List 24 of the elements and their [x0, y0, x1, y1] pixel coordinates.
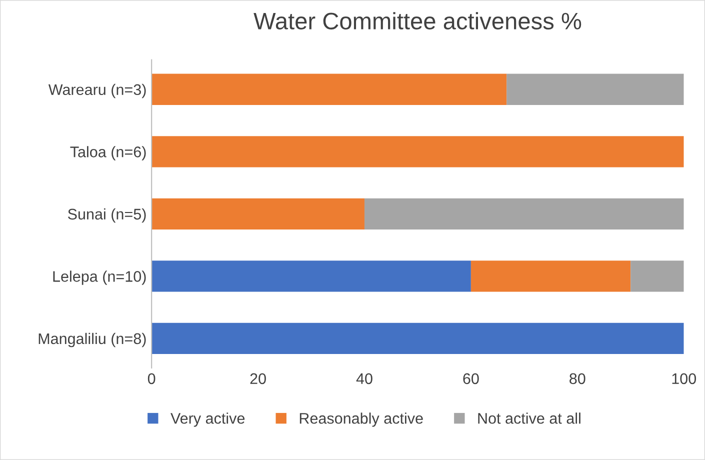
bar	[152, 198, 364, 230]
y-tick-label: Sunai (n=5)	[68, 208, 146, 223]
y-tick-label: Warearu (n=3)	[48, 84, 146, 98]
bar	[152, 136, 684, 168]
bar	[470, 260, 631, 292]
legend-label: Very active	[170, 412, 245, 427]
x-tick-label: 0	[148, 373, 156, 384]
bar	[506, 74, 684, 105]
bar	[364, 198, 684, 230]
bar	[152, 322, 684, 354]
x-tick-label: 40	[356, 373, 372, 384]
legend-label: Reasonably active	[300, 412, 423, 427]
y-tick-label: Lelepa (n=10)	[53, 270, 146, 285]
x-tick-label: 80	[570, 373, 586, 384]
legend-label: Not active at all	[478, 412, 580, 424]
y-tick-label: Taloa (n=6)	[70, 146, 146, 160]
x-tick-label: 20	[250, 373, 266, 384]
chart-title: Water Committee activeness %	[254, 12, 582, 30]
bar	[152, 260, 471, 292]
bar	[630, 260, 684, 292]
x-tick-label: 60	[463, 373, 479, 384]
bar	[152, 74, 507, 105]
y-tick-label: Mangaliliu (n=8)	[38, 332, 146, 348]
x-tick-label: 100	[672, 373, 696, 384]
